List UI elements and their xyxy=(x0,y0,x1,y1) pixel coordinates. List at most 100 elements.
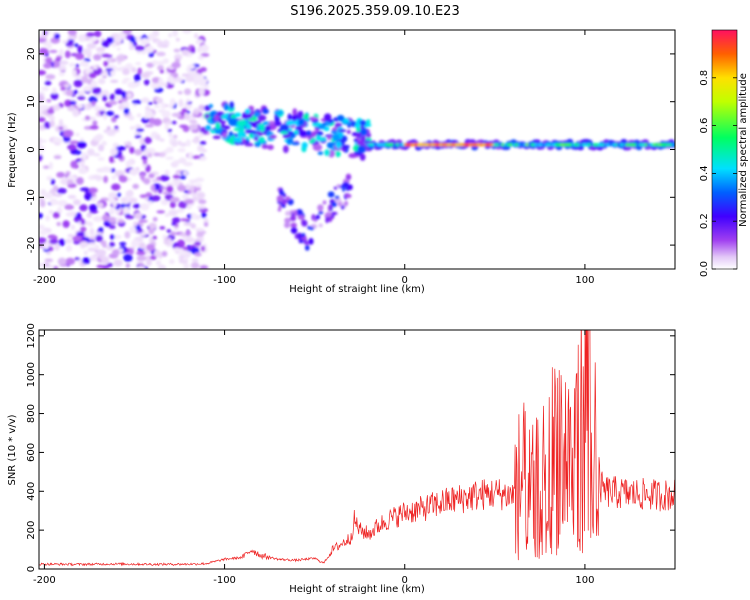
spectrogram-blob xyxy=(253,111,260,118)
spectrogram-blob xyxy=(136,266,146,269)
spectrogram-blob xyxy=(335,150,341,158)
spectrogram-blob xyxy=(60,86,66,91)
spectrogram-blob xyxy=(45,57,53,64)
spectrogram-blob xyxy=(208,104,214,108)
spectrogram-blob xyxy=(189,120,198,124)
spectrogram-blob xyxy=(123,77,131,82)
spectrogram-blob xyxy=(359,120,367,126)
spectrogram-blob xyxy=(70,224,76,230)
spectrogram-blob xyxy=(110,79,119,83)
y-tick-label: -20 xyxy=(26,237,37,253)
x-tick-label: 100 xyxy=(575,575,594,586)
spectrogram-blob xyxy=(134,149,143,156)
spectrogram-blob xyxy=(181,49,189,56)
spectrogram-blob xyxy=(101,168,112,173)
spectrogram-blob xyxy=(49,49,58,53)
spectrogram-blob xyxy=(73,79,83,88)
spectrogram-blobs xyxy=(39,30,675,269)
spectrogram-blob xyxy=(152,217,158,222)
spectrogram-blob xyxy=(145,45,155,54)
figure-title: S196.2025.359.09.10.E23 xyxy=(290,4,459,19)
spectrogram-blob xyxy=(136,255,147,262)
spectrogram-blob xyxy=(285,211,291,216)
spectrogram-blob xyxy=(193,33,199,39)
spectrogram-blob xyxy=(314,216,320,220)
spectrogram-blob xyxy=(323,113,332,122)
spectrogram-blob xyxy=(88,204,98,212)
spectrogram-blob xyxy=(116,192,121,198)
spectrogram-blob xyxy=(120,197,128,203)
spectrogram-blob xyxy=(48,161,53,170)
spectrogram-blob xyxy=(174,223,179,228)
spectrogram-blob xyxy=(72,108,80,117)
spectrogram-blob xyxy=(49,120,55,128)
y-tick-label: 1200 xyxy=(26,323,37,348)
spectrogram-blob xyxy=(74,257,81,261)
spectrogram-blob xyxy=(184,198,195,205)
spectrogram-blob xyxy=(334,195,340,200)
spectrogram-blob xyxy=(149,113,156,118)
spectrogram-blob xyxy=(150,81,161,89)
spectrogram-blob xyxy=(152,235,157,240)
spectrogram-blob xyxy=(304,244,310,251)
spectrogram-blob xyxy=(152,118,162,126)
spectrogram-blob xyxy=(198,79,207,87)
spectrogram-blob xyxy=(57,257,67,266)
spectrogram-blob xyxy=(78,167,88,174)
spectrogram-blob xyxy=(129,146,135,154)
spectrogram-blob xyxy=(195,183,203,189)
spectrogram-blob xyxy=(167,128,172,133)
spectrogram-blob xyxy=(82,257,91,265)
spectrogram-blob xyxy=(39,137,43,144)
spectrogram-blob xyxy=(88,187,98,194)
spectrogram-blob xyxy=(67,233,74,238)
y-tick-label: 0 xyxy=(26,566,37,572)
spectrogram-blob xyxy=(215,122,221,130)
y-tick-label: 600 xyxy=(26,443,37,462)
spectrogram-blob xyxy=(147,200,153,205)
spectrogram-blob xyxy=(79,60,89,67)
spectrogram-blob xyxy=(172,30,178,37)
spectrogram-blob xyxy=(297,214,305,220)
spectrogram-blob xyxy=(43,121,51,129)
spectrogram-blob xyxy=(115,145,126,151)
spectrogram-blob xyxy=(284,217,291,224)
spectrogram-blob xyxy=(116,47,121,51)
spectrogram-blob xyxy=(185,75,194,83)
spectrogram-blob xyxy=(171,140,178,148)
spectrogram-blob xyxy=(82,152,87,160)
spectrogram-blob xyxy=(241,112,251,120)
spectrogram-blob xyxy=(57,199,68,207)
spectrogram-blob xyxy=(52,211,60,219)
spectrogram-blob xyxy=(183,88,192,96)
spectrogram-blob xyxy=(72,69,77,78)
spectrogram-blob xyxy=(98,227,104,232)
spectrogram-blob xyxy=(122,30,132,35)
spectrogram-blob xyxy=(156,97,163,104)
spectrogram-blob xyxy=(305,130,312,137)
spectrogram-blob xyxy=(316,137,327,141)
spectrogram-blob xyxy=(287,198,294,206)
spectrogram-blob xyxy=(327,216,333,223)
spectrogram-blob xyxy=(268,120,276,125)
spectrogram-blob xyxy=(240,125,245,134)
spectrogram-blob xyxy=(196,187,201,191)
spectrogram-blob xyxy=(181,73,191,77)
spectrogram-blob xyxy=(297,110,304,119)
colorbar-tick-label: 0.4 xyxy=(699,165,710,181)
spectrogram-blob xyxy=(142,97,149,104)
colorbar-gradient xyxy=(711,29,738,270)
spectrogram-blob xyxy=(62,220,70,228)
spectrogram-blob xyxy=(338,129,347,133)
colorbar-tick-label: 0.8 xyxy=(699,70,710,86)
spectrogram-blob xyxy=(125,263,131,269)
spectrogram-blob xyxy=(162,234,167,239)
spectrogram-blob xyxy=(69,100,77,105)
spectrogram-blob xyxy=(192,155,201,160)
spectrogram-blob xyxy=(42,31,48,35)
spectrogram-blob xyxy=(39,237,47,244)
spectrogram-blob xyxy=(39,94,45,103)
spectrogram-blob xyxy=(112,249,121,256)
spectrogram-blob xyxy=(100,72,109,77)
spectrogram-blob xyxy=(332,133,340,141)
